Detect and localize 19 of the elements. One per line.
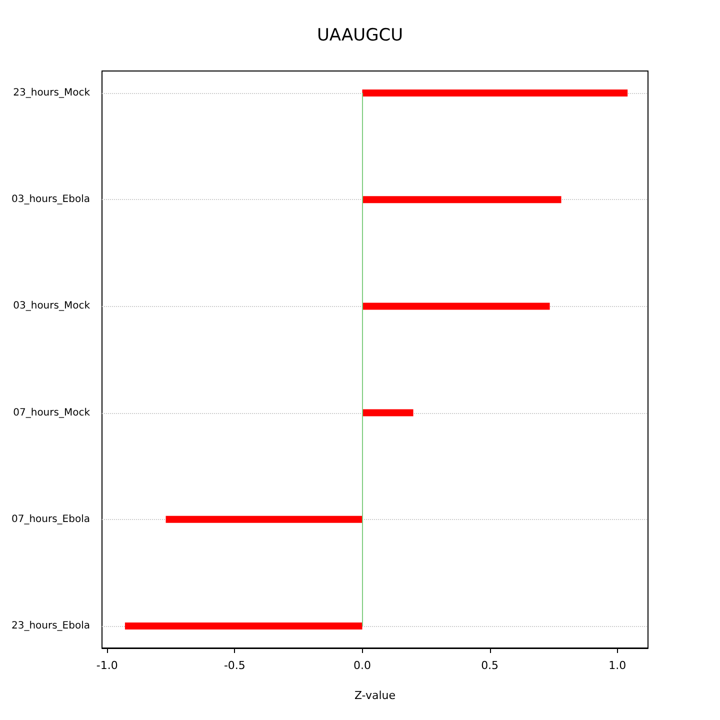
bar	[166, 516, 362, 523]
bar	[362, 196, 562, 204]
x-tick-label: 0.5	[481, 659, 499, 672]
y-tick-label: 03_hours_Mock	[13, 300, 90, 312]
y-tick-label: 03_hours_Ebola	[11, 194, 90, 206]
chart-title: UAAUGCU	[316, 26, 404, 46]
bar	[124, 622, 362, 630]
y-tick-label: 07_hours_Mock	[13, 407, 90, 418]
x-tick-label: 1.0	[608, 659, 626, 672]
y-tick-label: 23_hours_Mock	[13, 88, 90, 98]
x-tick-label: -1.0	[96, 659, 118, 672]
bar	[362, 90, 628, 96]
x-axis-title: Z-value	[354, 689, 396, 702]
x-tick-label: 0.0	[353, 659, 371, 672]
bar	[362, 409, 414, 416]
x-tick-label: -0.5	[224, 659, 246, 672]
bar	[362, 302, 550, 310]
y-tick-label: 23_hours_Ebola	[11, 620, 90, 632]
y-tick-label: 07_hours_Ebola	[11, 514, 90, 525]
